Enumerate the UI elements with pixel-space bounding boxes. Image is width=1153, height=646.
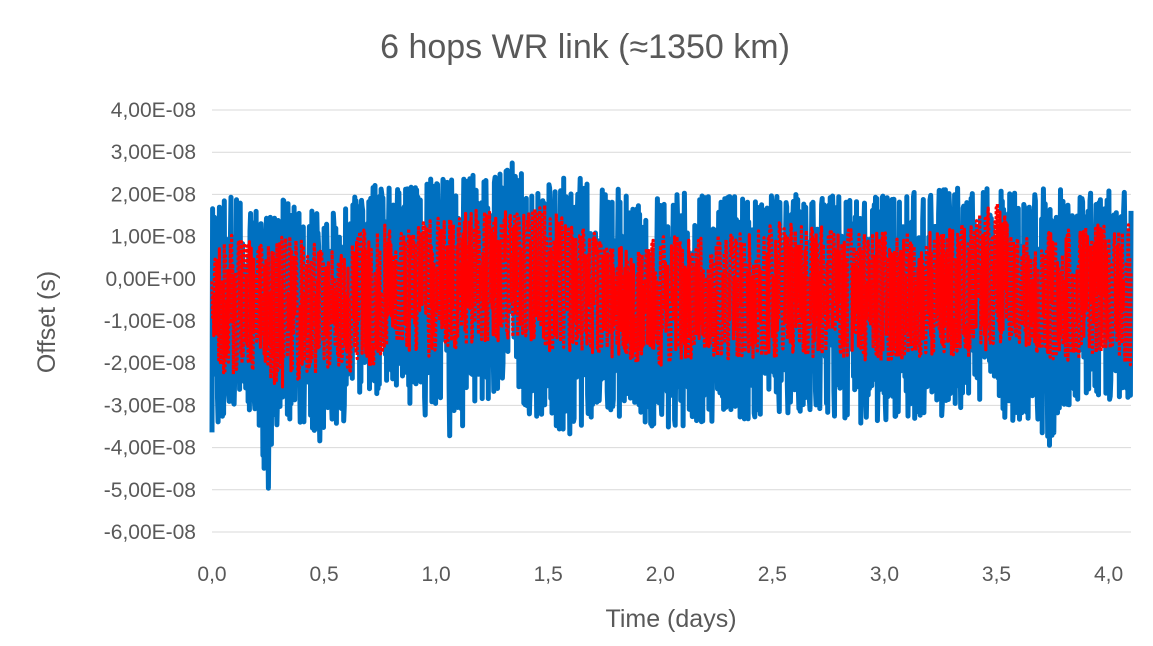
x-tick-label: 2,5: [758, 563, 787, 586]
y-tick-label: -4,00E-08: [104, 437, 196, 460]
y-tick-label: -6,00E-08: [104, 521, 196, 544]
y-tick-label: 4,00E-08: [111, 99, 196, 122]
y-axis-label: Offset (s): [33, 271, 61, 373]
y-tick-labels: 4,00E-08 3,00E-08 2,00E-08 1,00E-08 0,00E+00…: [104, 99, 196, 544]
x-tick-label: 3,5: [982, 563, 1011, 586]
y-tick-label: -2,00E-08: [104, 352, 196, 375]
y-tick-label: 2,00E-08: [111, 183, 196, 206]
series-line-red: [210, 202, 1133, 389]
x-tick-label: 0,0: [197, 563, 226, 586]
x-tick-label: 1,5: [534, 563, 563, 586]
x-tick-labels: 0,0 0,5 1,0 1,5 2,0 2,5 3,0 3,5 4,0: [197, 563, 1123, 586]
x-tick-label: 1,0: [422, 563, 451, 586]
y-tick-label: -3,00E-08: [104, 394, 196, 417]
x-tick-label: 2,0: [646, 563, 675, 586]
y-tick-label: 3,00E-08: [111, 141, 196, 164]
y-tick-label: -1,00E-08: [104, 310, 196, 333]
chart-title: 6 hops WR link (≈1350 km): [380, 28, 790, 66]
x-tick-label: 3,0: [870, 563, 899, 586]
series-layer: [209, 160, 1134, 491]
x-axis-label: Time (days): [605, 605, 736, 633]
x-tick-label: 4,0: [1094, 563, 1123, 586]
y-tick-label: 1,00E-08: [111, 226, 196, 249]
y-tick-label: -5,00E-08: [104, 479, 196, 502]
x-tick-label: 0,5: [309, 563, 338, 586]
y-tick-label: 0,00E+00: [105, 268, 196, 291]
